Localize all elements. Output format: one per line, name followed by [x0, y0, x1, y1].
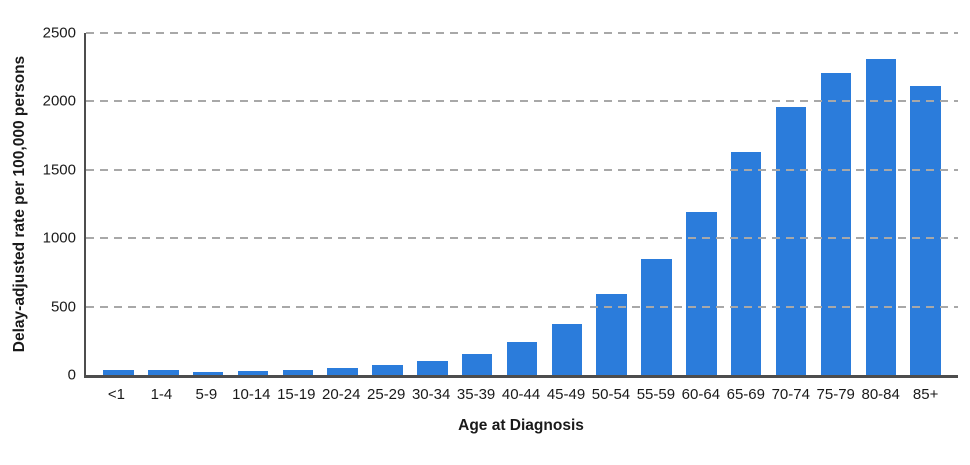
- gridline: [86, 100, 958, 103]
- x-tick-label: 45-49: [546, 386, 586, 403]
- x-tick-label: 50-54: [591, 386, 631, 403]
- x-tick-label: 40-44: [501, 386, 541, 403]
- x-tick-label: 1-4: [150, 386, 173, 403]
- bar-band: [858, 33, 903, 375]
- plot-area: [84, 32, 958, 378]
- gridline: [86, 305, 958, 308]
- bar[interactable]: [641, 258, 672, 375]
- x-tick-label: 75-79: [816, 386, 855, 403]
- bar[interactable]: [148, 370, 179, 375]
- bar-band: [500, 33, 545, 375]
- y-tick-label: 0: [67, 366, 76, 384]
- bar-band: [769, 33, 814, 375]
- bar[interactable]: [327, 368, 358, 375]
- x-tick-label: 60-64: [681, 386, 721, 403]
- bar-band: [231, 33, 276, 375]
- gridline: [86, 32, 958, 34]
- bar[interactable]: [686, 212, 717, 375]
- bar[interactable]: [551, 323, 583, 375]
- x-tick-label: 85+: [912, 386, 939, 403]
- bar[interactable]: [372, 364, 403, 375]
- x-axis-ticks: <1 1-4 5-9 10-14 15-19 20-24 25-29 30-34 35-39 40…: [84, 386, 958, 403]
- bar-band: [141, 33, 186, 375]
- bar-band: [724, 33, 769, 375]
- x-tick-label: 80-84: [861, 386, 900, 403]
- y-tick-label: 1000: [42, 229, 76, 247]
- bar-band: [275, 33, 320, 375]
- bar[interactable]: [192, 371, 224, 375]
- y-axis-ticks: 0 500 1000 1500 2000 2500: [0, 26, 76, 383]
- bar[interactable]: [865, 59, 896, 375]
- bar[interactable]: [461, 353, 493, 375]
- bar-band: [96, 33, 141, 375]
- bar-band: [903, 33, 948, 375]
- x-tick-label: 25-29: [367, 386, 406, 403]
- x-tick-label: 35-39: [456, 386, 496, 403]
- bar[interactable]: [282, 369, 314, 375]
- bar[interactable]: [417, 360, 448, 375]
- y-tick-label: 500: [50, 298, 76, 316]
- x-tick-label: 20-24: [322, 386, 361, 403]
- bar-band: [544, 33, 589, 375]
- bar[interactable]: [820, 72, 852, 375]
- gridline: [86, 237, 958, 240]
- x-tick-label: 15-19: [277, 386, 316, 403]
- bar-band: [455, 33, 500, 375]
- bar[interactable]: [103, 369, 134, 375]
- bar[interactable]: [910, 85, 941, 375]
- x-tick-label: 10-14: [232, 386, 271, 403]
- y-tick-label: 2500: [42, 24, 76, 42]
- bar-band: [186, 33, 231, 375]
- bar-band: [365, 33, 410, 375]
- bar-band: [410, 33, 455, 375]
- x-tick-label: 70-74: [771, 386, 810, 403]
- x-tick-label: <1: [107, 386, 126, 403]
- gridline: [86, 168, 958, 171]
- bars-layer: [86, 33, 958, 375]
- x-tick-label: 65-69: [726, 386, 765, 403]
- bar[interactable]: [506, 342, 538, 375]
- bar[interactable]: [775, 106, 807, 375]
- x-axis-title: Age at Diagnosis: [458, 417, 584, 434]
- bar-band: [814, 33, 859, 375]
- x-tick-label: 5-9: [195, 386, 218, 403]
- x-tick-label: 30-34: [411, 386, 451, 403]
- bar-band: [320, 33, 365, 375]
- y-tick-label: 2000: [42, 92, 76, 110]
- bar-band: [589, 33, 634, 375]
- bar-band: [634, 33, 679, 375]
- y-tick-label: 1500: [42, 161, 76, 179]
- bar[interactable]: [730, 152, 762, 375]
- bar-band: [679, 33, 724, 375]
- x-tick-label: 55-59: [636, 386, 676, 403]
- bar[interactable]: [237, 370, 269, 375]
- bar[interactable]: [596, 294, 627, 375]
